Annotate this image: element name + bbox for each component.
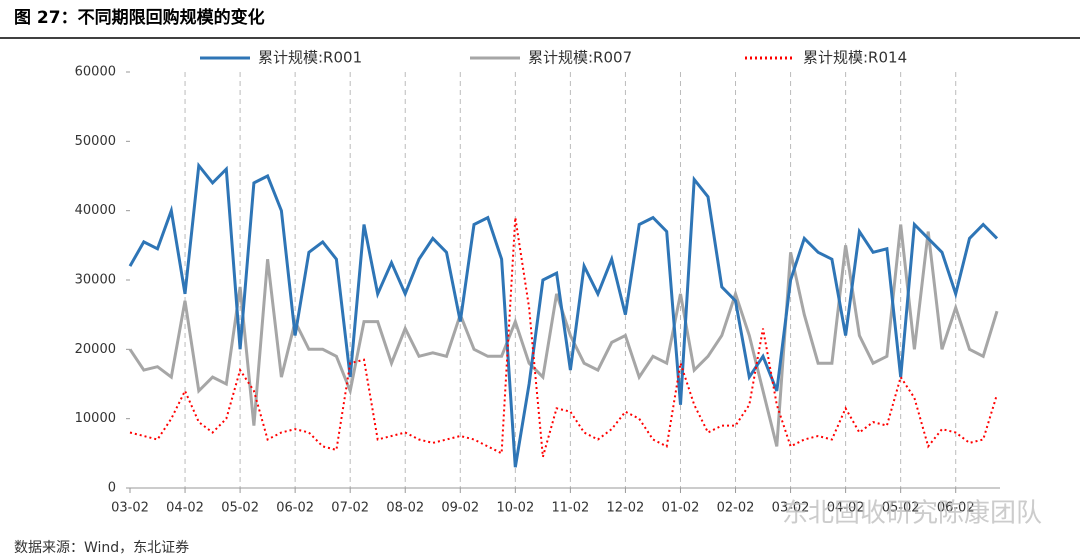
y-tick-label: 60000 (75, 65, 116, 80)
x-tick-label: 01-02 (662, 501, 700, 516)
legend-label: 累计规模:R007 (528, 49, 632, 67)
legend-label: 累计规模:R001 (258, 49, 362, 67)
x-tick-label: 03-02 (772, 501, 810, 516)
x-tick-label: 06-02 (276, 501, 314, 516)
x-tick-label: 03-02 (111, 501, 149, 516)
x-tick-label: 08-02 (386, 501, 424, 516)
x-tick-label: 10-02 (496, 501, 534, 516)
x-tick-label: 05-02 (882, 501, 920, 516)
x-tick-label: 06-02 (937, 501, 975, 516)
x-tick-label: 11-02 (551, 501, 589, 516)
x-tick-label: 05-02 (221, 501, 259, 516)
y-tick-label: 50000 (75, 134, 116, 149)
x-tick-label: 02-02 (717, 501, 755, 516)
legend-label: 累计规模:R014 (803, 49, 907, 67)
chart-title: 图 27：不同期限回购规模的变化 (14, 7, 265, 28)
y-tick-label: 0 (108, 481, 116, 496)
x-tick-label: 12-02 (607, 501, 645, 516)
y-tick-label: 20000 (75, 342, 116, 357)
watermark: 东北固收研究陈康团队 (782, 499, 1042, 529)
source: 数据来源：Wind，东北证券 (14, 540, 189, 556)
y-tick-label: 10000 (75, 411, 116, 426)
x-tick-label: 04-02 (166, 501, 204, 516)
x-tick-label: 07-02 (331, 501, 369, 516)
series-line (128, 224, 999, 447)
y-tick-label: 40000 (75, 203, 116, 218)
x-tick-label: 09-02 (441, 501, 479, 516)
series-line (128, 161, 999, 468)
y-tick-label: 30000 (75, 273, 116, 288)
x-tick-label: 04-02 (827, 501, 865, 516)
